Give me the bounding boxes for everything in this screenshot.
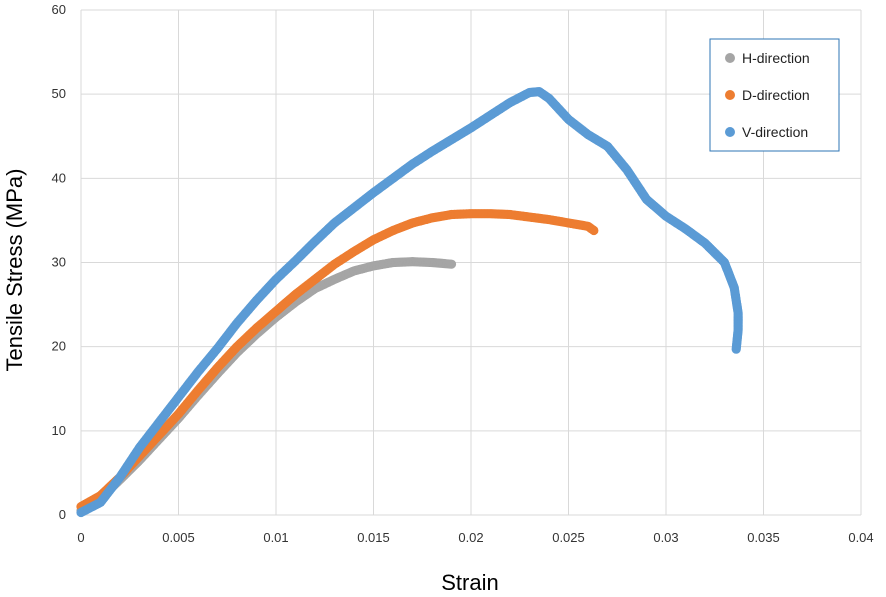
x-tick-label: 0.025 [552,530,585,545]
y-tick-label: 40 [52,170,66,185]
data-point [446,259,457,269]
x-tick-label: 0.01 [263,530,288,545]
x-axis-title: Strain [441,570,498,595]
grid [80,9,862,516]
x-tick-label: 0.005 [162,530,195,545]
legend: H-direction D-direction V-direction [709,38,840,152]
data-points [76,87,743,518]
legend-marker [725,90,735,100]
x-tick-label: 0 [77,530,84,545]
x-tick-label: 0.02 [458,530,483,545]
series-v-direction [76,87,743,518]
y-tick-label: 30 [52,255,66,270]
tick-labels: 0 0.005 0.01 0.015 0.02 0.025 0.03 0.035 0.04 0 10… [52,2,874,545]
x-tick-label: 0.04 [848,530,873,545]
legend-label: H-direction [742,50,810,66]
y-axis-title: Tensile Stress (MPa) [2,169,27,372]
x-tick-label: 0.035 [747,530,780,545]
y-tick-label: 10 [52,423,66,438]
y-tick-label: 50 [52,86,66,101]
legend-label: V-direction [742,124,808,140]
y-tick-label: 20 [52,339,66,354]
legend-label: D-direction [742,87,810,103]
legend-marker [725,53,735,63]
y-tick-label: 0 [59,507,66,522]
data-point [589,225,599,236]
series-d-direction [76,209,599,512]
x-tick-label: 0.015 [357,530,390,545]
y-tick-label: 60 [52,2,66,17]
x-tick-label: 0.03 [653,530,678,545]
legend-marker [725,127,735,137]
data-point [731,344,741,354]
